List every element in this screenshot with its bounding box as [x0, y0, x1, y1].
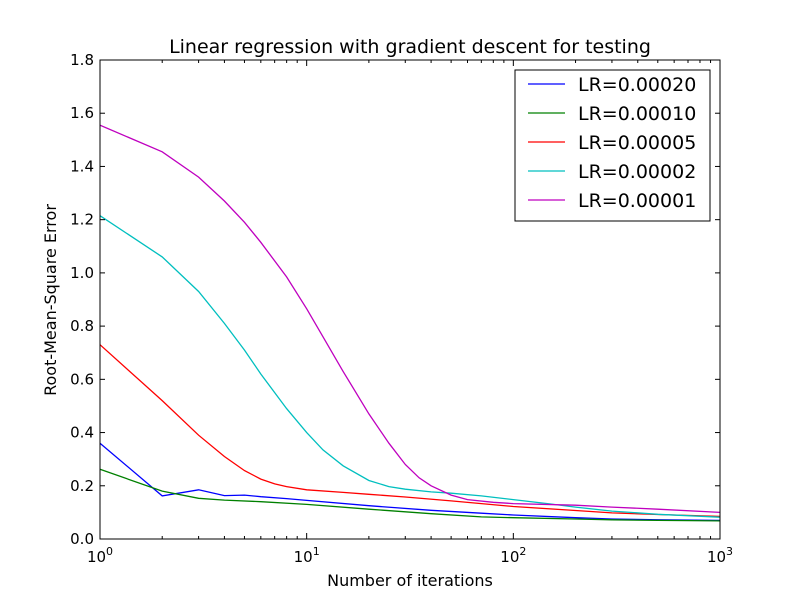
series-line-5	[99, 124, 721, 514]
y-tick-label: 1.2	[70, 211, 94, 229]
x-tick-label: 100	[87, 545, 113, 566]
y-axis-ticks: 0.0 0.2 0.4 0.6 0.8 1.0 1.2 1.4 1.6 1.8	[70, 51, 720, 548]
y-tick-label: 1.4	[70, 157, 94, 175]
legend: LR=0.00020 LR=0.00010 LR=0.00005 LR=0.00002…	[514, 69, 711, 222]
y-tick-label: 0.0	[70, 530, 94, 548]
y-axis-label: Root-Mean-Square Error	[41, 204, 60, 396]
y-tick-label: 0.4	[70, 424, 94, 442]
y-tick-label: 1.0	[70, 264, 94, 282]
legend-label-4: LR=0.00002	[578, 161, 696, 183]
legend-label-1: LR=0.00020	[578, 74, 696, 96]
series-line-3	[99, 344, 721, 518]
x-axis-ticks: 100 101 102 103	[87, 60, 733, 566]
series-line-1	[99, 442, 721, 522]
y-tick-label: 1.8	[70, 51, 94, 69]
plot-series	[99, 124, 721, 522]
legend-label-5: LR=0.00001	[578, 190, 696, 212]
x-axis-label: Number of iterations	[327, 571, 493, 590]
y-tick-label: 1.6	[70, 104, 94, 122]
chart-title: Linear regression with gradient descent …	[169, 36, 651, 58]
y-tick-label: 0.6	[70, 370, 94, 388]
y-tick-label: 0.2	[70, 477, 94, 495]
legend-label-2: LR=0.00010	[578, 103, 696, 125]
x-tick-label: 102	[500, 545, 526, 566]
x-tick-label: 103	[707, 545, 733, 566]
legend-box	[514, 69, 711, 222]
plot-frame	[99, 59, 721, 540]
x-tick-label: 101	[294, 545, 320, 566]
legend-label-3: LR=0.00005	[578, 132, 696, 154]
y-tick-label: 0.8	[70, 317, 94, 335]
series-line-2	[99, 468, 721, 522]
